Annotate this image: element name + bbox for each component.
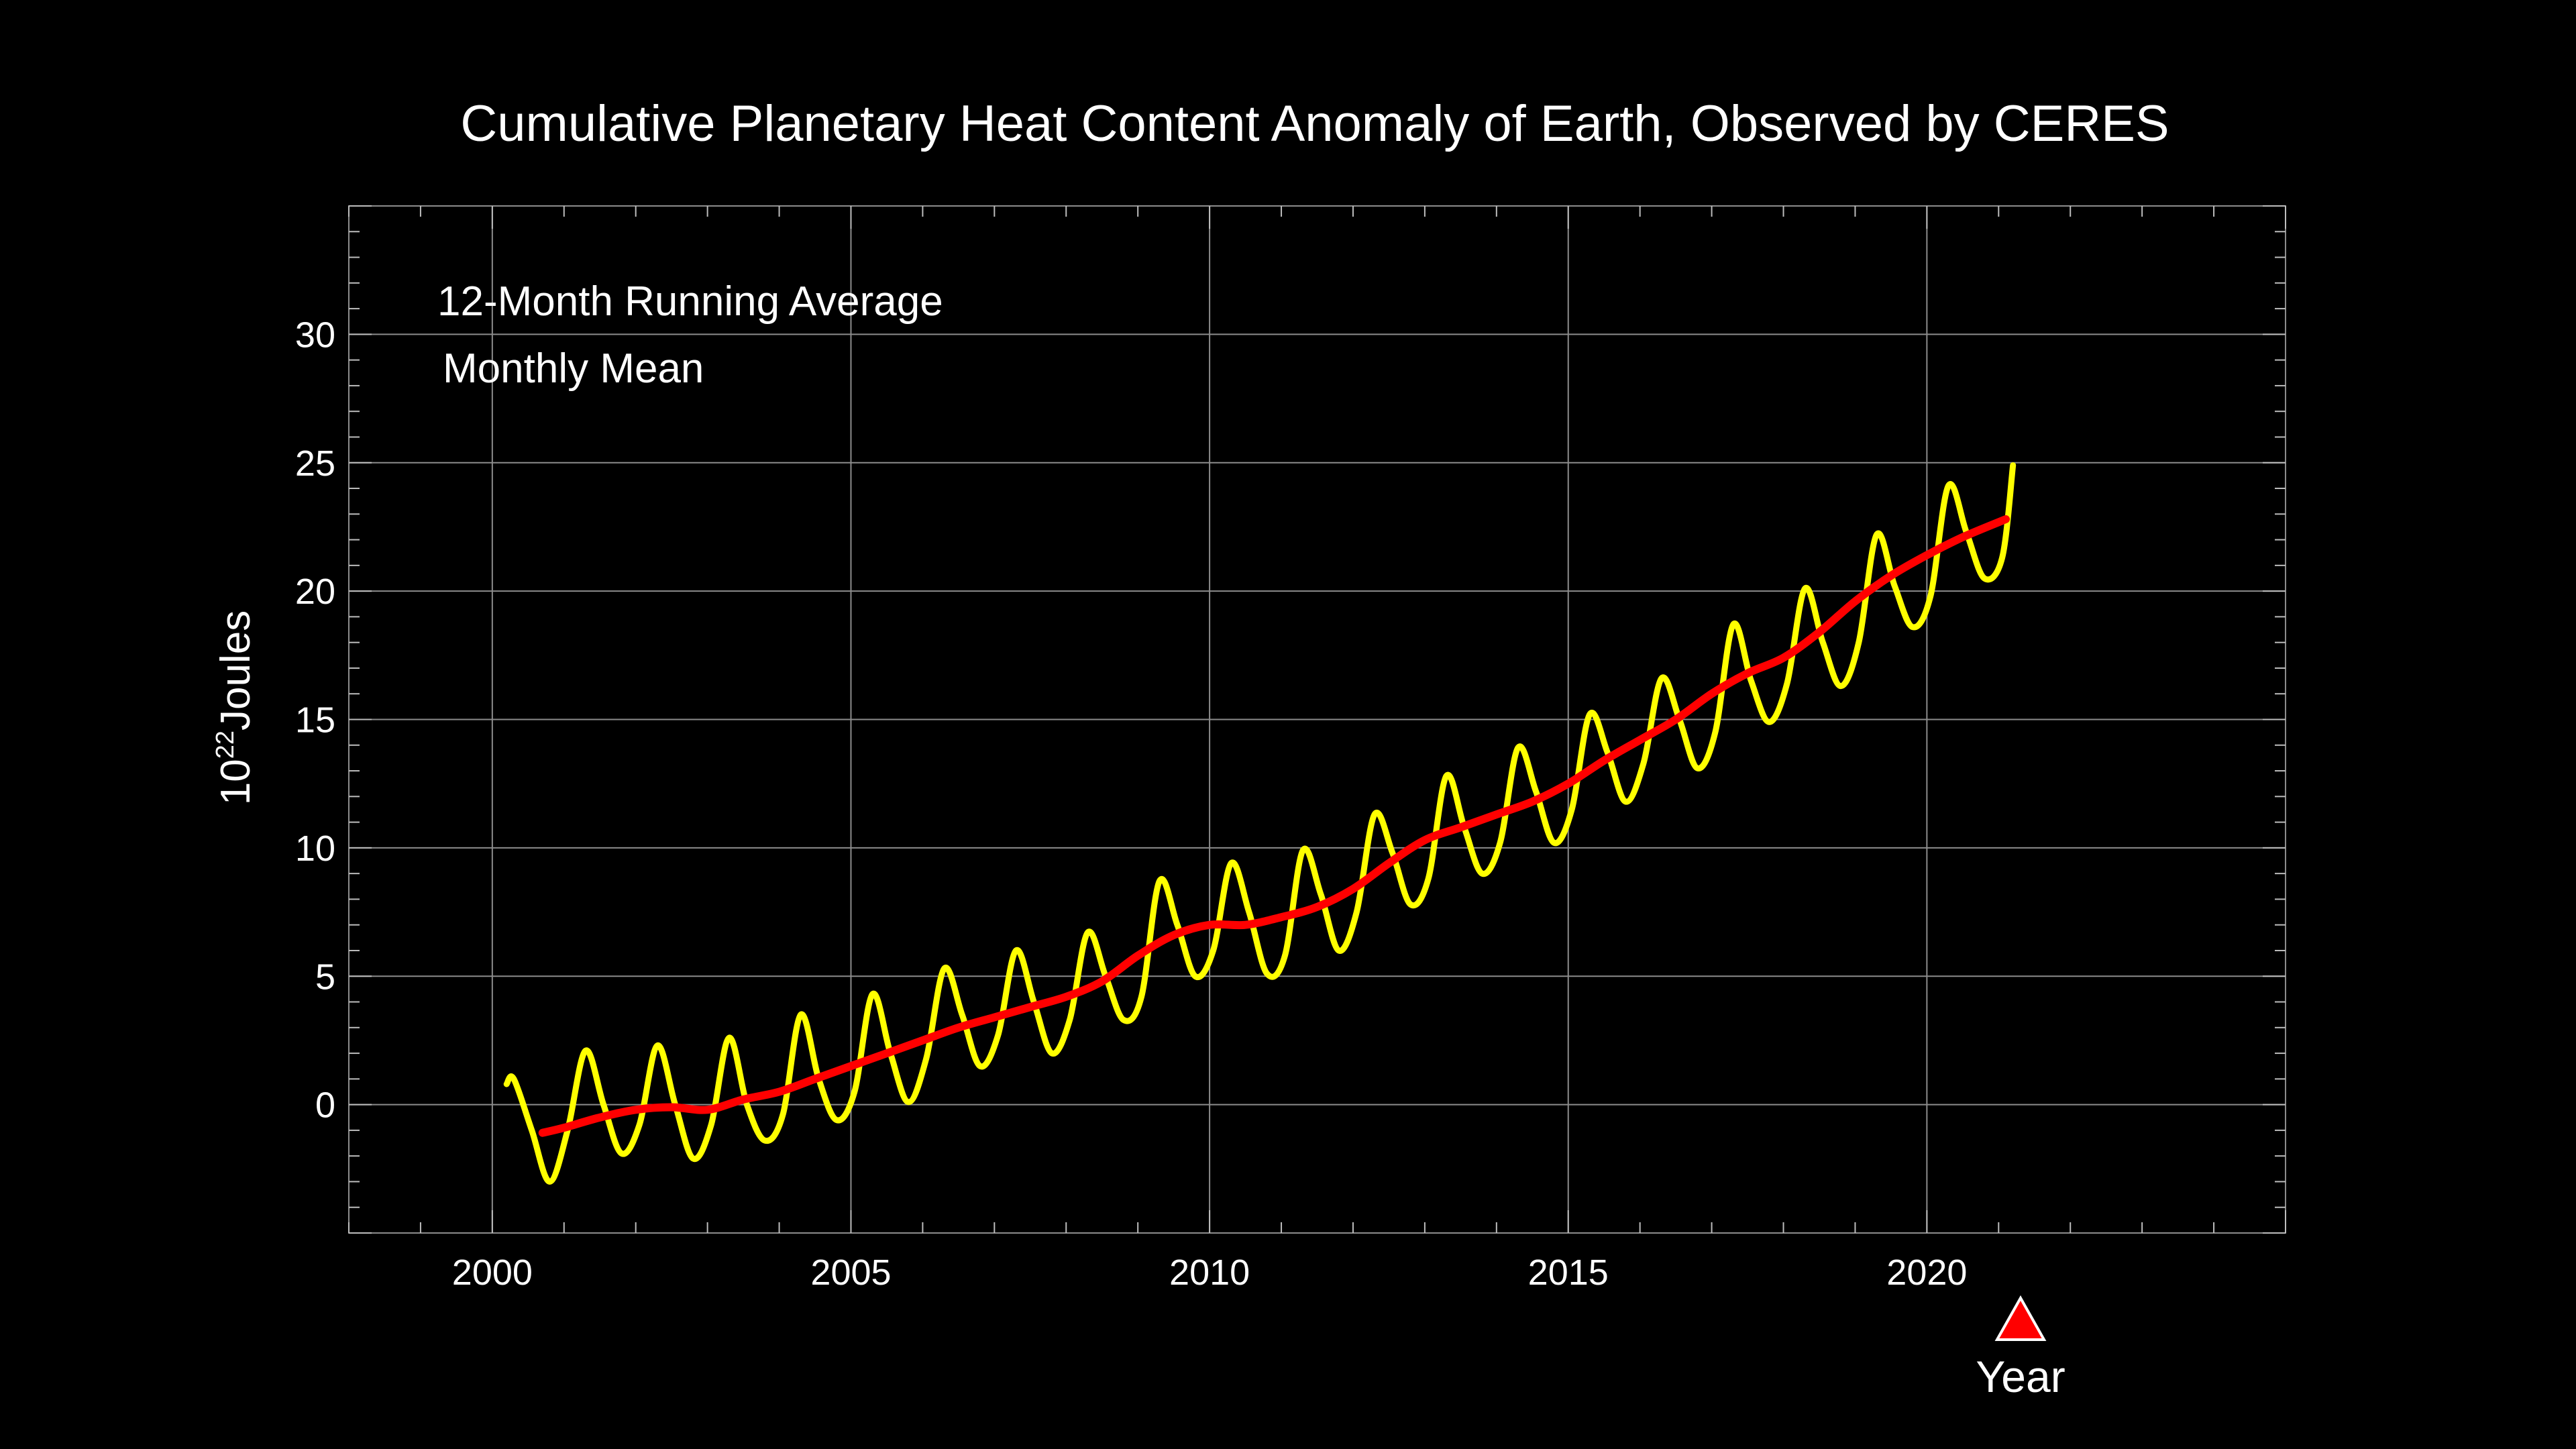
legend-entry-monthly-mean: Monthly Mean: [443, 345, 704, 392]
x-tick-label-2015: 2015: [1528, 1252, 1609, 1293]
x-tick-label-2020: 2020: [1886, 1252, 1967, 1293]
y-axis-label-unit: Joules: [213, 610, 259, 731]
y-axis-label: 1022Joules: [211, 610, 259, 805]
y-tick-label-0: 0: [315, 1085, 335, 1126]
x-tick-label-2000: 2000: [452, 1252, 533, 1293]
y-tick-label-10: 10: [295, 828, 335, 869]
legend-entry-running-average: 12-Month Running Average: [437, 278, 943, 325]
year-marker-triangle-icon: [1994, 1295, 2047, 1341]
y-tick-label-25: 25: [295, 443, 335, 484]
chart-title: Cumulative Planetary Heat Content Anomal…: [460, 95, 2169, 152]
y-tick-label-30: 30: [295, 315, 335, 355]
y-axis-label-base: 10: [213, 759, 259, 805]
series-line-monthly-mean: [503, 462, 2017, 1185]
series-line-running-average: [538, 515, 2010, 1137]
y-tick-label-5: 5: [315, 957, 335, 997]
x-axis-label: Year: [1976, 1352, 2065, 1401]
x-tick-labels: 2000 2005 2010 2015 2020: [452, 1252, 1968, 1293]
y-tick-label-15: 15: [295, 700, 335, 741]
y-tick-label-20: 20: [295, 572, 335, 612]
y-axis-label-exponent: 22: [211, 731, 239, 759]
x-tick-label-2010: 2010: [1169, 1252, 1250, 1293]
y-tick-labels: 0 5 10 15 20 25 30: [295, 315, 335, 1125]
tick-marks: [348, 205, 2286, 1234]
x-tick-label-2005: 2005: [810, 1252, 891, 1293]
series-lines: [503, 462, 2017, 1185]
